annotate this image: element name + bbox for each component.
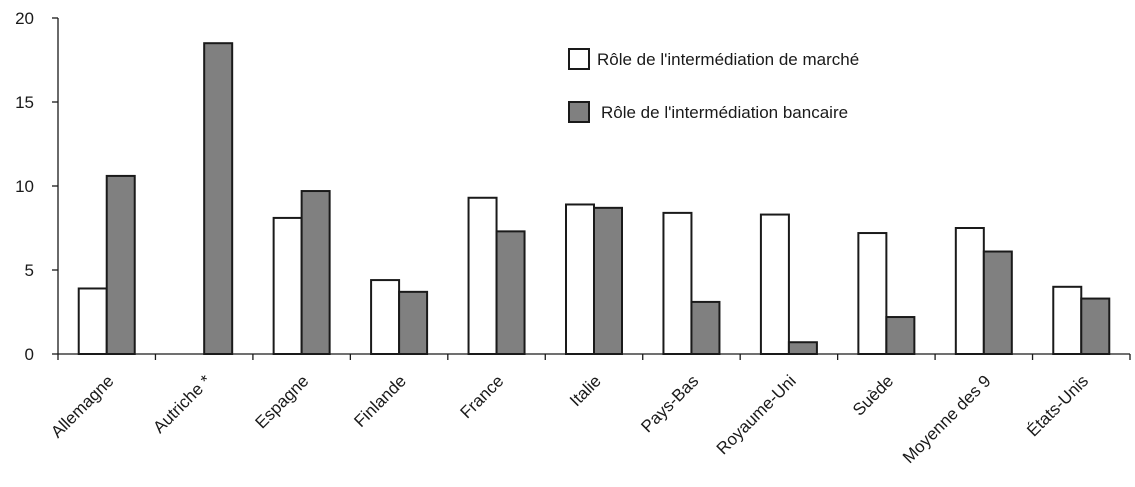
x-category-label: Finlande (350, 371, 410, 431)
bar-pays-bas-series-2 (690, 300, 721, 356)
bar-italie-series-1 (565, 203, 595, 355)
bar-etats-unis-series-2 (1080, 297, 1111, 355)
x-category-label: France (457, 371, 508, 422)
bar-italie-series-2 (593, 206, 623, 355)
y-tick-label: 15 (15, 93, 34, 112)
category-labels: Allemagne Autriche * Espagne Finlande France… (47, 371, 1092, 467)
bar-royaume-uni-series-1 (759, 213, 790, 355)
bar-allemagne-series-1 (77, 287, 108, 356)
x-category-label: Allemagne (47, 371, 117, 441)
legend-label-series-1: Rôle de l'intermédiation de marché (597, 50, 859, 69)
y-tick-label: 10 (15, 177, 34, 196)
bar-espagne-series-1 (272, 216, 303, 355)
bar-pays-bas-series-1 (662, 211, 693, 355)
bar-espagne-series-2 (300, 190, 331, 355)
x-category-label: Pays-Bas (637, 371, 702, 436)
bar-royaume-uni-series-2 (787, 341, 818, 355)
bar-allemagne-series-2 (105, 174, 136, 355)
bar-autriche-series-2 (203, 42, 234, 355)
bar-finlande-series-2 (398, 290, 429, 355)
y-tick-label: 0 (25, 345, 34, 364)
legend: Rôle de l'intermédiation de marché Rôle d… (568, 48, 859, 123)
x-category-label: Italie (566, 371, 605, 410)
x-category-label: Autriche * (149, 371, 215, 437)
legend-swatch-series-2 (568, 101, 590, 123)
y-tick-label: 20 (15, 9, 34, 28)
x-category-label: États-Unis (1023, 371, 1092, 440)
bar-suede-series-1 (857, 232, 888, 355)
x-category-label: Royaume-Uni (713, 371, 800, 458)
legend-swatch-series-1 (568, 48, 590, 70)
legend-label-series-2: Rôle de l'intermédiation bancaire (601, 103, 848, 122)
bars (77, 42, 1111, 356)
bar-moyenne-des-9-series-1 (954, 227, 985, 355)
bar-etats-unis-series-1 (1052, 285, 1083, 355)
bar-france-series-2 (495, 230, 526, 355)
y-tick-label: 5 (25, 261, 34, 280)
bar-finlande-series-1 (370, 279, 401, 355)
bar-suede-series-2 (885, 316, 916, 356)
x-category-label: Suède (849, 371, 897, 419)
bar-moyenne-des-9-series-2 (982, 250, 1013, 356)
bar-france-series-1 (467, 196, 498, 355)
x-category-label: Espagne (252, 371, 313, 432)
x-category-label: Moyenne des 9 (899, 371, 995, 467)
